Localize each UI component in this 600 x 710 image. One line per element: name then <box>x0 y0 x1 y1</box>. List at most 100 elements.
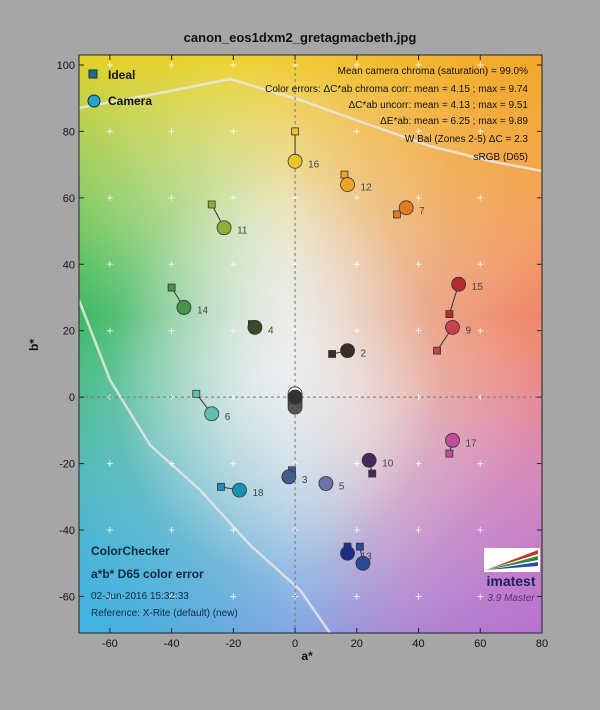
grid-cross <box>230 261 237 268</box>
y-tick-label: -60 <box>59 591 75 603</box>
grid-cross <box>230 128 237 135</box>
y-tick-label: 60 <box>63 193 75 205</box>
x-tick-label: 0 <box>292 638 298 650</box>
caption-subtitle: a*b* D65 color error <box>91 567 204 581</box>
grid-cross <box>168 194 175 201</box>
legend-ideal-marker <box>88 69 98 79</box>
ideal-point <box>192 389 201 398</box>
grid-cross <box>106 593 113 600</box>
camera-point <box>340 177 355 192</box>
patch-label: 10 <box>382 458 394 469</box>
camera-point <box>287 389 303 405</box>
camera-point <box>216 220 232 236</box>
grid-cross <box>353 527 360 534</box>
patch-label: 13 <box>361 551 373 562</box>
grid-cross <box>230 194 237 201</box>
y-tick-label: -20 <box>59 459 75 471</box>
y-tick-label: 80 <box>63 126 75 138</box>
x-tick-label: 80 <box>536 638 548 650</box>
caption-colorchecker: ColorChecker <box>91 544 170 558</box>
patch-label: 18 <box>253 488 265 499</box>
grid-cross <box>415 327 422 334</box>
data-marks <box>167 127 467 571</box>
grid-cross <box>415 593 422 600</box>
y-tick-label: 40 <box>63 259 75 271</box>
info-color-errors: Color errors: ΔC*ab chroma corr: mean = … <box>265 84 528 95</box>
logo-text: imatest <box>486 573 535 589</box>
grid-cross <box>477 327 484 334</box>
info-chroma: Mean camera chroma (saturation) = 99.0% <box>338 66 528 77</box>
grid-cross <box>477 527 484 534</box>
grid-cross <box>168 527 175 534</box>
grid-cross <box>353 327 360 334</box>
grid-cross <box>106 128 113 135</box>
grid-cross <box>415 261 422 268</box>
chart-title: canon_eos1dxm2_gretagmacbeth.jpg <box>183 30 417 45</box>
legend-ideal-label: Ideal <box>108 68 135 82</box>
x-tick-label: 20 <box>351 638 363 650</box>
ideal-point <box>217 482 225 491</box>
patch-label: 7 <box>419 206 425 217</box>
camera-point <box>287 153 303 169</box>
info-box: Mean camera chroma (saturation) = 99.0% … <box>265 66 528 163</box>
patch-label: 5 <box>339 482 345 493</box>
y-axis-label: b* <box>27 339 41 351</box>
grid-cross <box>230 61 237 68</box>
camera-point <box>281 469 297 485</box>
y-tick-label: 0 <box>69 392 75 404</box>
x-tick-label: -60 <box>102 638 118 650</box>
point-labels: 2 3 4 5 6 7 9 10 11 12 13 14 15 16 17 18 <box>197 159 483 562</box>
grid-cross <box>230 593 237 600</box>
camera-point <box>340 545 355 561</box>
camera-point <box>318 476 334 491</box>
camera-point <box>445 319 460 335</box>
camera-point <box>340 343 355 359</box>
x-tick-label: 40 <box>412 638 424 650</box>
caption-date: 02-Jun-2016 15:32:33 <box>91 591 189 602</box>
ideal-point <box>433 346 441 355</box>
patch-label: 14 <box>197 305 209 316</box>
ideal-point <box>328 350 337 358</box>
patch-label: 2 <box>361 349 367 360</box>
legend-camera-label: Camera <box>108 94 152 108</box>
info-colorspace: sRGB (D65) <box>474 152 528 163</box>
grid-cross <box>230 327 237 334</box>
x-tick-label: -40 <box>164 638 180 650</box>
grid-cross <box>477 593 484 600</box>
gamut-boundary-line <box>79 77 542 173</box>
legend-camera-marker <box>87 94 101 108</box>
grid-cross <box>230 460 237 467</box>
patch-label: 16 <box>308 159 320 170</box>
grid-cross <box>168 460 175 467</box>
grid-cross <box>353 261 360 268</box>
grid-cross <box>106 261 113 268</box>
bottom-left-caption: ColorChecker a*b* D65 color error 02-Jun… <box>91 544 238 619</box>
grid-cross <box>477 261 484 268</box>
camera-point <box>451 276 467 292</box>
info-delta-e: ΔE*ab: mean = 6.25 ; max = 9.89 <box>380 116 528 127</box>
grid-cross <box>353 460 360 467</box>
y-tick-label: 100 <box>57 60 75 72</box>
camera-point <box>232 482 247 498</box>
y-tick-label: -40 <box>59 525 75 537</box>
grid-cross <box>415 527 422 534</box>
camera-point <box>361 452 377 468</box>
x-axis-label: a* <box>301 649 313 663</box>
camera-point <box>176 300 192 315</box>
patch-label: 17 <box>465 438 477 449</box>
patch-label: 4 <box>268 325 274 336</box>
ideal-point <box>393 210 401 219</box>
camera-point <box>204 406 220 422</box>
grid-cross <box>415 61 422 68</box>
grid-cross <box>168 327 175 334</box>
ideal-point <box>445 310 454 319</box>
grid-cross <box>106 61 113 68</box>
x-tick-label: -20 <box>225 638 241 650</box>
info-uncorr: ΔC*ab uncorr: mean = 4.13 ; max = 9.51 <box>348 100 528 111</box>
caption-reference: Reference: X-Rite (default) (new) <box>91 608 238 619</box>
grid-cross <box>477 460 484 467</box>
grid-cross <box>168 61 175 68</box>
patch-label: 3 <box>302 475 308 486</box>
ideal-point <box>167 283 176 292</box>
